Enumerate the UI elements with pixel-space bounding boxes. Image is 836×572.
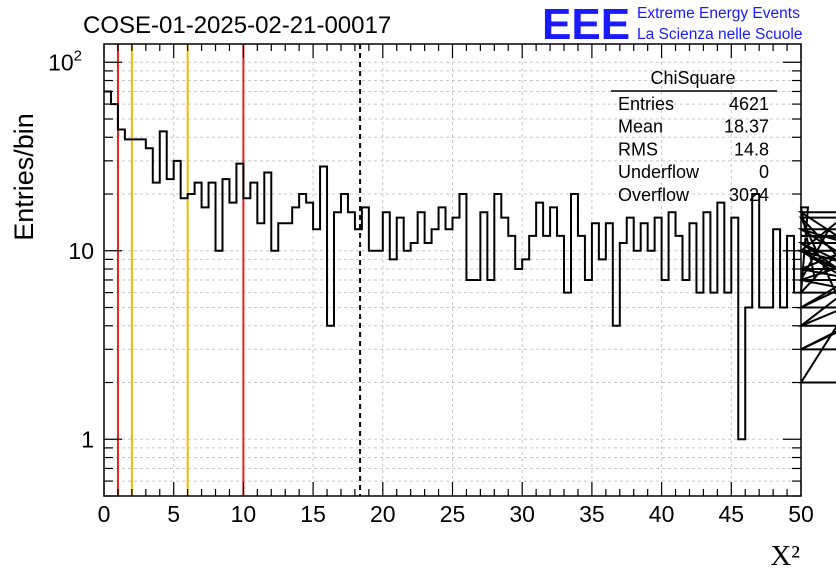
eee-logo: EEE Extreme Energy Events La Scienza nel…	[542, 0, 802, 49]
x-tick-label: 40	[649, 501, 675, 527]
x-tick-label: 15	[300, 501, 326, 527]
stats-label: Mean	[618, 117, 663, 137]
x-tick-label: 30	[509, 501, 535, 527]
y-tick-label: 1	[81, 426, 94, 452]
x-tick-label: 0	[98, 501, 111, 527]
y-tick-label: 10	[68, 238, 94, 264]
x-axis-tick-labels: 0 5 10 15 20 25 30 35 40 45 50	[98, 501, 814, 527]
stats-value: 18.37	[724, 117, 769, 137]
x-tick-label: 25	[440, 501, 466, 527]
axis-ticks	[103, 44, 802, 497]
x-tick-label: 20	[370, 501, 396, 527]
stats-title: ChiSquare	[650, 68, 735, 88]
eee-logo-mark: EEE	[542, 0, 630, 49]
eee-logo-line2: La Scienza nelle Scuole	[637, 26, 802, 43]
stats-value: 14.8	[734, 139, 769, 159]
x-tick-label: 50	[788, 501, 814, 527]
reference-lines	[116, 44, 362, 496]
stats-value: 4621	[729, 94, 769, 114]
x-tick-label: 5	[167, 501, 180, 527]
stats-value: 0	[759, 162, 769, 182]
x-axis-label: X²	[770, 540, 800, 572]
x-tick-label: 45	[719, 501, 745, 527]
grid	[104, 44, 801, 497]
stats-label: Overflow	[618, 185, 690, 205]
stats-label: RMS	[618, 139, 658, 159]
stats-label: Entries	[618, 94, 674, 114]
stats-rows: Entries 4621 Mean 18.37 RMS 14.8 Underflow 0 Ove…	[618, 94, 769, 205]
stats-box: ChiSquare Entries 4621 Mean 18.37 RMS 14.8 Und…	[611, 68, 777, 205]
y-axis-tick-labels: 1 10 102	[48, 47, 94, 452]
histogram-line	[104, 90, 836, 441]
y-tick-label: 102	[48, 47, 82, 75]
chart-title: COSE-01-2025-02-21-00017	[83, 12, 391, 39]
eee-logo-line1: Extreme Energy Events	[637, 5, 800, 22]
stats-label: Underflow	[618, 162, 700, 182]
x-tick-label: 35	[579, 501, 605, 527]
x-tick-label: 10	[231, 501, 257, 527]
y-axis-label: Entries/bin	[9, 113, 39, 241]
stats-value: 3024	[729, 185, 769, 205]
